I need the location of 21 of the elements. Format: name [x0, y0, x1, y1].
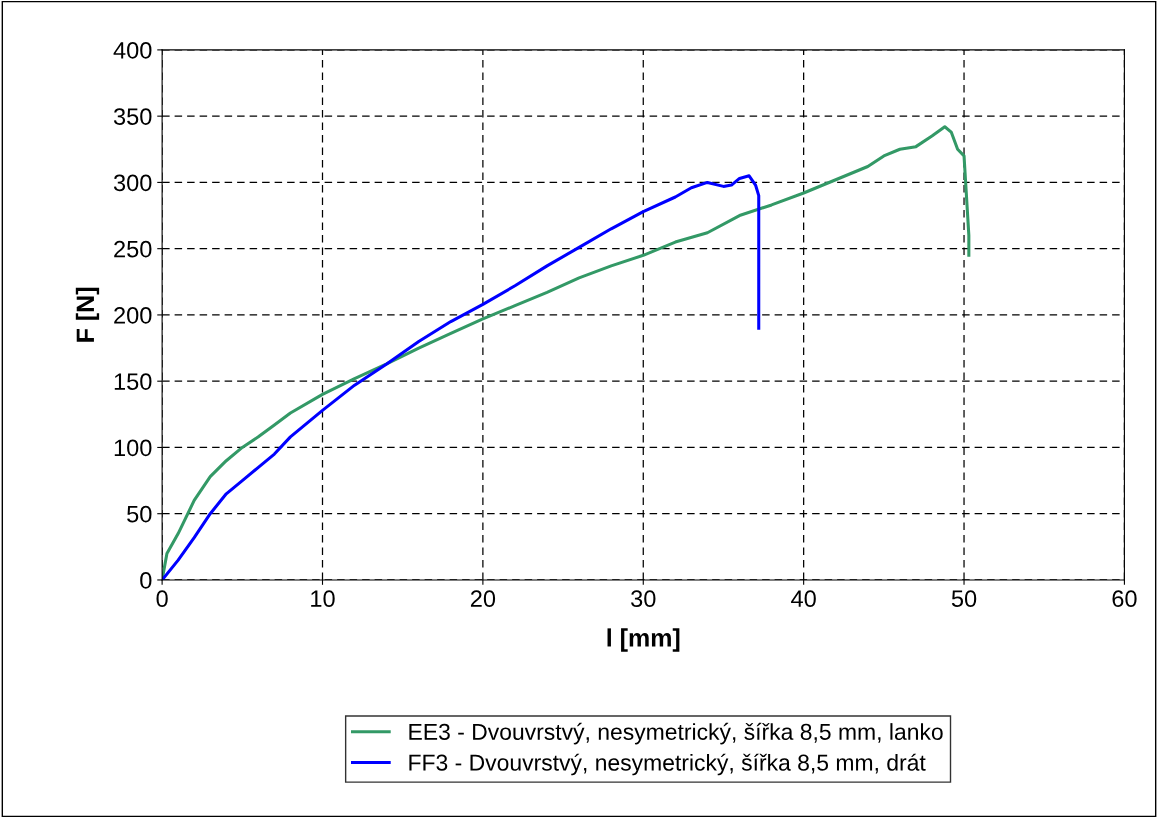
- x-tick-label: 0: [156, 590, 168, 608]
- y-tick-label: 400: [113, 41, 152, 59]
- y-tick-label: 50: [127, 505, 152, 523]
- y-tick-label: 250: [114, 240, 152, 258]
- line-series: [162, 174, 761, 580]
- y-axis-title: F [N]: [75, 287, 100, 342]
- x-tick-label: 40: [791, 590, 816, 608]
- legend-label: FF3 - Dvouvrstvý, nesymetrický, šířka 8,5 mm, drát: [409, 753, 926, 776]
- y-tick-label: 300: [113, 174, 152, 192]
- y-tick-label: 0: [140, 572, 152, 589]
- y-tick-label: 100: [114, 439, 152, 457]
- x-tick-label: 50: [951, 590, 977, 608]
- y-tick-label: 200: [114, 307, 152, 324]
- x-tick-label: 10: [311, 590, 335, 608]
- x-tick-label: 60: [1112, 590, 1137, 608]
- legend-label: EE3 - Dvouvrstvý, nesymetrický, šířka 8,5 mm, lanko: [409, 722, 943, 745]
- x-tick-label: 20: [470, 590, 496, 608]
- x-tick-label: 30: [631, 590, 656, 608]
- y-tick-label: 150: [114, 373, 152, 390]
- x-axis-title: l [mm]: [607, 628, 680, 652]
- y-tick-label: 350: [113, 108, 152, 125]
